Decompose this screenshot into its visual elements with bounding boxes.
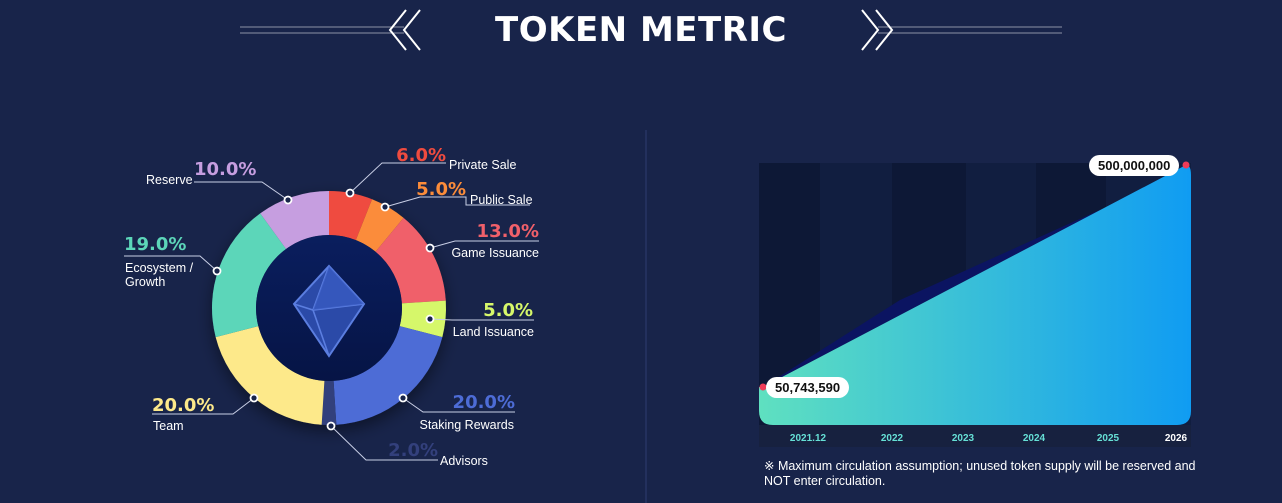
octahedron-logo-icon — [292, 264, 366, 358]
end-value-label: 500,000,000 — [1089, 155, 1180, 176]
circulation-area — [759, 165, 1191, 425]
name-game-issuance: Game Issuance — [451, 246, 539, 260]
name-public-sale: Public Sale — [470, 193, 533, 207]
pct-game-issuance: 13.0% — [477, 221, 539, 242]
name-private-sale: Private Sale — [449, 158, 516, 172]
circulation-area-chart: 2021.12 2022 2023 2024 2025 2026 — [759, 161, 1191, 447]
name-team: Team — [153, 419, 184, 433]
pct-advisors: 2.0% — [388, 440, 438, 461]
leader-public-sale — [384, 196, 530, 208]
pct-staking-rewards: 20.0% — [453, 392, 515, 413]
marker-land-issuance — [425, 314, 435, 324]
name-land-issuance: Land Issuance — [453, 325, 534, 339]
leader-team — [152, 397, 255, 415]
marker-private-sale — [345, 188, 355, 198]
slice-team — [215, 326, 325, 425]
x-tick-2021-12: 2021.12 — [790, 433, 827, 444]
leader-private-sale — [349, 162, 446, 194]
allocation-donut-chart — [211, 191, 447, 425]
header-ornament-left — [240, 9, 421, 51]
start-point — [759, 383, 767, 391]
pct-land-issuance: 5.0% — [483, 300, 533, 321]
header-ornament-right — [861, 9, 1062, 51]
donut-leader-lines — [124, 162, 539, 461]
marker-public-sale — [380, 202, 390, 212]
leader-land-issuance — [429, 318, 534, 321]
slice-public-sale — [355, 199, 404, 252]
pct-reserve: 10.0% — [194, 159, 256, 180]
start-value-label: 50,743,590 — [766, 377, 850, 398]
name-advisors: Advisors — [440, 454, 488, 468]
slice-advisors — [321, 380, 337, 425]
leader-advisors — [330, 425, 438, 461]
x-tick-2026: 2026 — [1165, 433, 1188, 444]
slice-land-issuance — [399, 300, 447, 338]
name-staking-rewards: Staking Rewards — [420, 418, 515, 432]
leader-game-issuance — [429, 240, 539, 249]
slice-ecosystem-growth — [211, 213, 287, 338]
marker-ecosystem-growth — [212, 266, 222, 276]
name-ecosystem-growth: Ecosystem / — [125, 261, 194, 275]
x-tick-2025: 2025 — [1097, 433, 1120, 444]
pct-ecosystem-growth: 19.0% — [124, 234, 186, 255]
slice-private-sale — [329, 191, 373, 241]
slice-game-issuance — [375, 217, 446, 304]
slice-reserve — [260, 191, 329, 249]
x-axis-band — [759, 425, 1191, 447]
marker-game-issuance — [425, 243, 435, 253]
slice-staking-rewards — [333, 326, 443, 425]
x-tick-2023: 2023 — [952, 433, 975, 444]
end-point — [1182, 161, 1190, 169]
x-axis-ticks: 2021.12 2022 2023 2024 2025 2026 — [790, 433, 1188, 444]
name-ecosystem-growth-1: Growth — [125, 275, 165, 289]
leader-staking-rewards — [402, 397, 515, 413]
leader-reserve — [194, 181, 289, 201]
page-title: TOKEN METRIC — [495, 10, 787, 50]
donut-labels: 6.0% Private Sale 5.0% Public Sale 13.0% Game… — [124, 145, 539, 468]
pct-private-sale: 6.0% — [396, 145, 446, 166]
marker-staking-rewards — [398, 393, 408, 403]
marker-advisors — [326, 421, 336, 431]
marker-team — [249, 393, 259, 403]
circulation-footnote: ※ Maximum circulation assumption; unused… — [764, 459, 1196, 488]
x-tick-2024: 2024 — [1023, 433, 1046, 444]
pct-public-sale: 5.0% — [416, 179, 466, 200]
name-reserve: Reserve — [146, 173, 193, 187]
pct-team: 20.0% — [152, 395, 214, 416]
marker-reserve — [283, 195, 293, 205]
x-tick-2022: 2022 — [881, 433, 904, 444]
leader-ecosystem-growth — [124, 255, 218, 272]
donut-center — [256, 235, 402, 381]
